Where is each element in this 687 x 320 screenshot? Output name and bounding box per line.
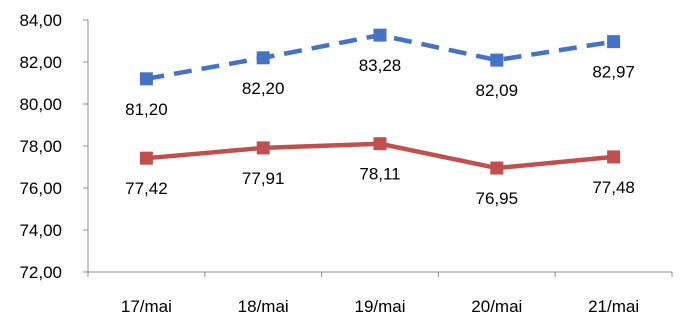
series-2-marker [490, 161, 504, 175]
series-1-marker [607, 35, 621, 49]
series-1-data-label: 82,97 [592, 63, 635, 82]
y-tick-label: 72,00 [19, 263, 62, 282]
y-tick-label: 78,00 [19, 137, 62, 156]
series-2-marker [256, 141, 270, 155]
x-tick-label: 17/mai [121, 297, 172, 316]
series-2-data-label: 76,95 [476, 189, 519, 208]
y-tick-label: 76,00 [19, 179, 62, 198]
series-1-data-label: 81,20 [125, 100, 168, 119]
series-1-marker [373, 28, 387, 42]
y-tick-label: 80,00 [19, 95, 62, 114]
series-2-data-label: 77,91 [242, 169, 285, 188]
series-1-marker [139, 72, 153, 86]
series-2-data-label: 77,42 [125, 179, 168, 198]
series-layer [139, 28, 621, 175]
x-tick-label: 20/mai [471, 297, 522, 316]
series-2-data-label: 77,48 [592, 178, 635, 197]
data-labels: 81,20 82,20 83,28 82,09 82,97 77,42 77,91 78,11… [125, 56, 635, 208]
y-tick-label: 74,00 [19, 221, 62, 240]
series-2-marker [607, 150, 621, 164]
series-2-marker [373, 137, 387, 151]
series-1-data-label: 83,28 [359, 56, 402, 75]
y-tick-label: 82,00 [19, 53, 62, 72]
y-tick-label: 84,00 [19, 11, 62, 30]
x-tick-label: 19/mai [354, 297, 405, 316]
series-1-marker [256, 51, 270, 65]
series-1-data-label: 82,09 [476, 81, 519, 100]
series-2-marker [139, 151, 153, 165]
series-1-data-label: 82,20 [242, 79, 285, 98]
x-tick-labels: 17/mai 18/mai 19/mai 20/mai 21/mai [87, 272, 673, 316]
y-tick-labels: 72,00 74,00 76,00 78,00 80,00 82,00 84,00 [19, 11, 88, 282]
x-tick-label: 18/mai [238, 297, 289, 316]
series-2-data-label: 78,11 [359, 165, 400, 184]
series-1-marker [490, 53, 504, 67]
x-tick-label: 21/mai [588, 297, 639, 316]
